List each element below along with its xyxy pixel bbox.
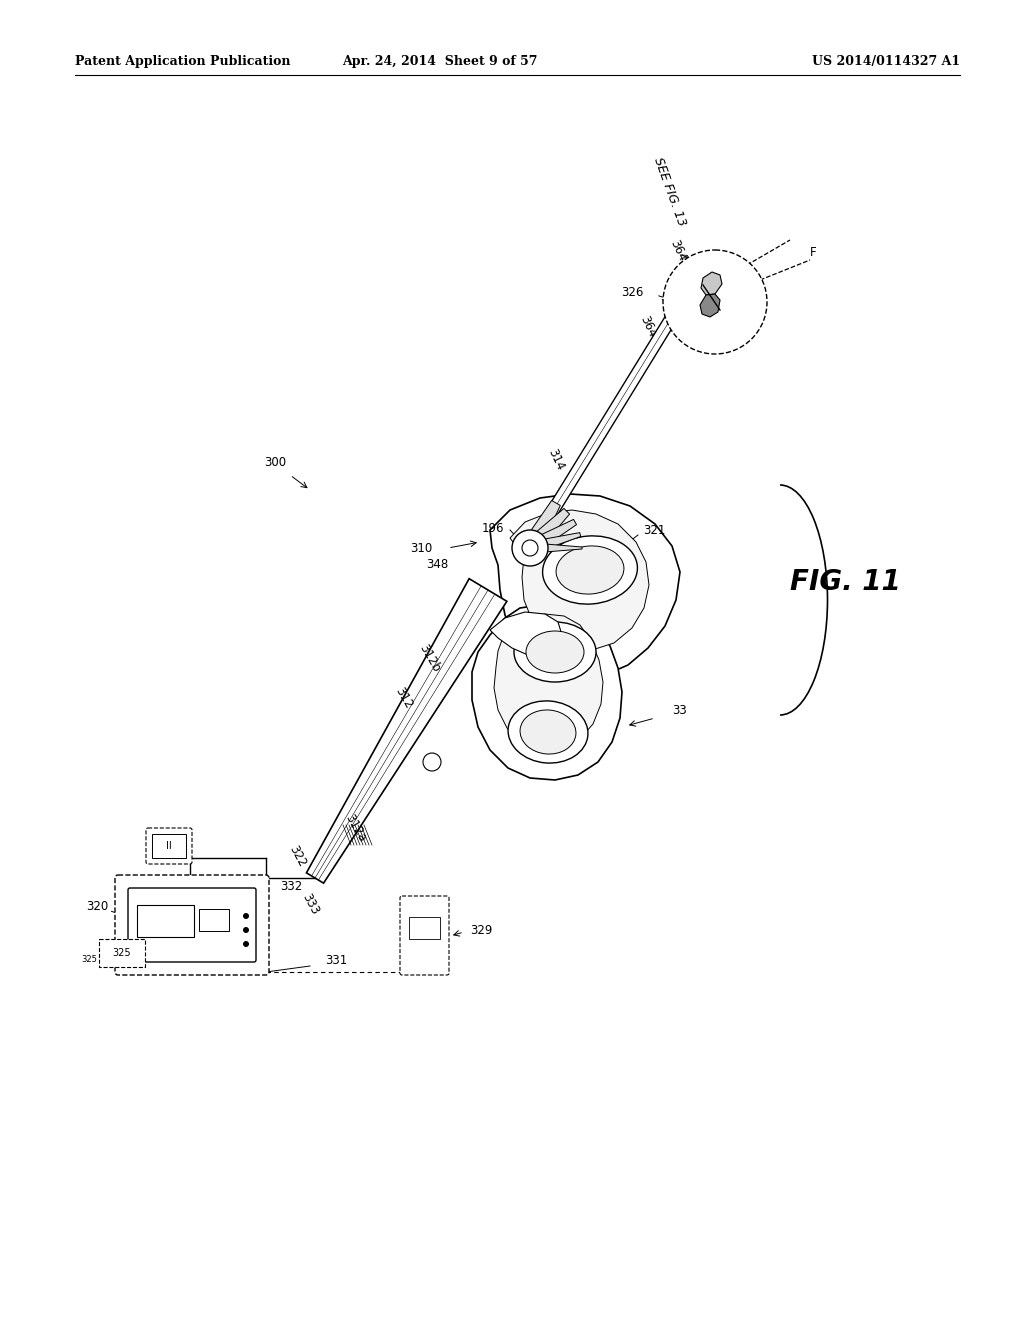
Circle shape xyxy=(243,941,249,946)
FancyBboxPatch shape xyxy=(152,834,186,858)
FancyBboxPatch shape xyxy=(199,909,229,931)
Text: Patent Application Publication: Patent Application Publication xyxy=(75,55,291,69)
Text: 196: 196 xyxy=(481,521,504,535)
Text: 348: 348 xyxy=(426,558,449,572)
Text: 312: 312 xyxy=(393,685,415,711)
Text: 312b: 312b xyxy=(417,642,443,675)
Polygon shape xyxy=(510,510,649,649)
Ellipse shape xyxy=(543,536,637,605)
Text: SEE FIG. 13: SEE FIG. 13 xyxy=(651,156,688,228)
Text: 320: 320 xyxy=(86,899,108,912)
Text: 364a: 364a xyxy=(668,238,692,271)
Circle shape xyxy=(663,249,767,354)
Text: 333: 333 xyxy=(300,891,322,917)
Text: II: II xyxy=(166,841,172,851)
FancyBboxPatch shape xyxy=(409,917,440,939)
Polygon shape xyxy=(494,614,603,750)
Ellipse shape xyxy=(556,546,624,594)
Text: 328: 328 xyxy=(562,541,585,554)
Polygon shape xyxy=(543,532,581,549)
Text: US 2014/0114327 A1: US 2014/0114327 A1 xyxy=(812,55,961,69)
FancyBboxPatch shape xyxy=(400,896,449,975)
Ellipse shape xyxy=(526,631,584,673)
Polygon shape xyxy=(536,508,569,543)
Text: 310: 310 xyxy=(410,541,432,554)
Ellipse shape xyxy=(514,622,596,682)
Polygon shape xyxy=(525,265,708,552)
Text: 300: 300 xyxy=(264,455,286,469)
Text: 325: 325 xyxy=(113,948,131,958)
Text: F: F xyxy=(810,246,816,259)
Text: 325: 325 xyxy=(81,956,97,965)
Text: 331: 331 xyxy=(325,953,347,966)
FancyBboxPatch shape xyxy=(146,828,193,865)
Circle shape xyxy=(243,913,249,919)
Text: Apr. 24, 2014  Sheet 9 of 57: Apr. 24, 2014 Sheet 9 of 57 xyxy=(342,55,538,69)
FancyBboxPatch shape xyxy=(137,906,194,937)
Text: 321: 321 xyxy=(643,524,666,536)
Polygon shape xyxy=(306,578,507,883)
Text: 322: 322 xyxy=(287,843,309,869)
Polygon shape xyxy=(700,294,720,317)
Polygon shape xyxy=(472,605,622,780)
FancyBboxPatch shape xyxy=(99,939,145,968)
Text: 33: 33 xyxy=(672,704,687,717)
Text: 329: 329 xyxy=(470,924,493,936)
Ellipse shape xyxy=(520,710,575,754)
Text: 312a: 312a xyxy=(343,812,369,843)
Circle shape xyxy=(512,531,548,566)
Text: 332: 332 xyxy=(280,879,302,892)
FancyBboxPatch shape xyxy=(128,888,256,962)
Polygon shape xyxy=(490,494,680,678)
Polygon shape xyxy=(530,500,560,539)
Polygon shape xyxy=(701,272,722,294)
Text: FIG. 11: FIG. 11 xyxy=(790,568,901,597)
Polygon shape xyxy=(490,612,562,655)
Circle shape xyxy=(522,540,538,556)
Text: 364b: 364b xyxy=(638,314,663,346)
Circle shape xyxy=(423,752,441,771)
Text: 326: 326 xyxy=(622,285,644,298)
Ellipse shape xyxy=(508,701,588,763)
Circle shape xyxy=(243,927,249,933)
Text: 314: 314 xyxy=(545,447,566,473)
Polygon shape xyxy=(540,519,577,545)
Polygon shape xyxy=(545,544,582,552)
FancyBboxPatch shape xyxy=(115,875,269,975)
